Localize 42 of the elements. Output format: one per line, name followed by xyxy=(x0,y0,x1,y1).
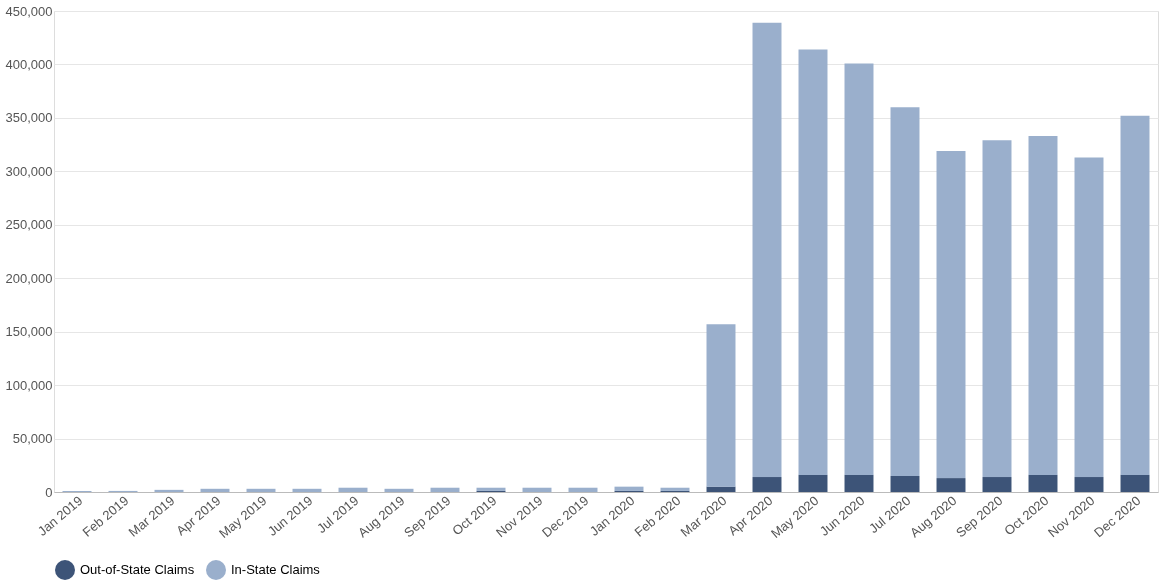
bar xyxy=(798,49,828,475)
bar xyxy=(568,487,598,492)
bar xyxy=(1028,474,1058,492)
bar xyxy=(1028,136,1058,475)
bar xyxy=(936,478,966,492)
bar xyxy=(1074,477,1104,492)
bar xyxy=(936,151,966,479)
bar xyxy=(982,477,1012,492)
bar xyxy=(200,488,230,492)
y-tick-label: 100,000 xyxy=(5,377,53,393)
y-tick-label: 300,000 xyxy=(5,163,53,179)
bar xyxy=(890,475,920,492)
y-tick-label: 450,000 xyxy=(5,3,53,19)
y-tick-label: 200,000 xyxy=(5,270,53,286)
y-tick-label: 250,000 xyxy=(5,217,53,233)
legend-label: Out-of-State Claims xyxy=(80,562,195,577)
bar xyxy=(614,486,644,491)
bar xyxy=(154,489,184,492)
y-tick-label: 350,000 xyxy=(5,110,53,126)
bar xyxy=(752,477,782,492)
bar xyxy=(1120,474,1150,492)
y-tick-label: 400,000 xyxy=(5,56,53,72)
bar xyxy=(430,487,460,492)
bar xyxy=(844,63,874,475)
bar xyxy=(706,324,736,487)
y-tick-label: 50,000 xyxy=(12,431,53,447)
bar xyxy=(706,486,736,492)
bar xyxy=(522,487,552,492)
bar xyxy=(1120,115,1150,475)
bar xyxy=(982,140,1012,478)
bar xyxy=(844,474,874,492)
bar xyxy=(338,487,368,492)
bar xyxy=(292,488,322,492)
y-tick-label: 150,000 xyxy=(5,324,53,340)
bar xyxy=(1074,157,1104,478)
bar xyxy=(246,488,276,492)
bar xyxy=(890,107,920,476)
bar xyxy=(752,22,782,478)
bar xyxy=(798,474,828,492)
bar xyxy=(384,488,414,492)
y-tick-label: 0 xyxy=(45,484,53,500)
legend-label: In-State Claims xyxy=(231,562,321,577)
